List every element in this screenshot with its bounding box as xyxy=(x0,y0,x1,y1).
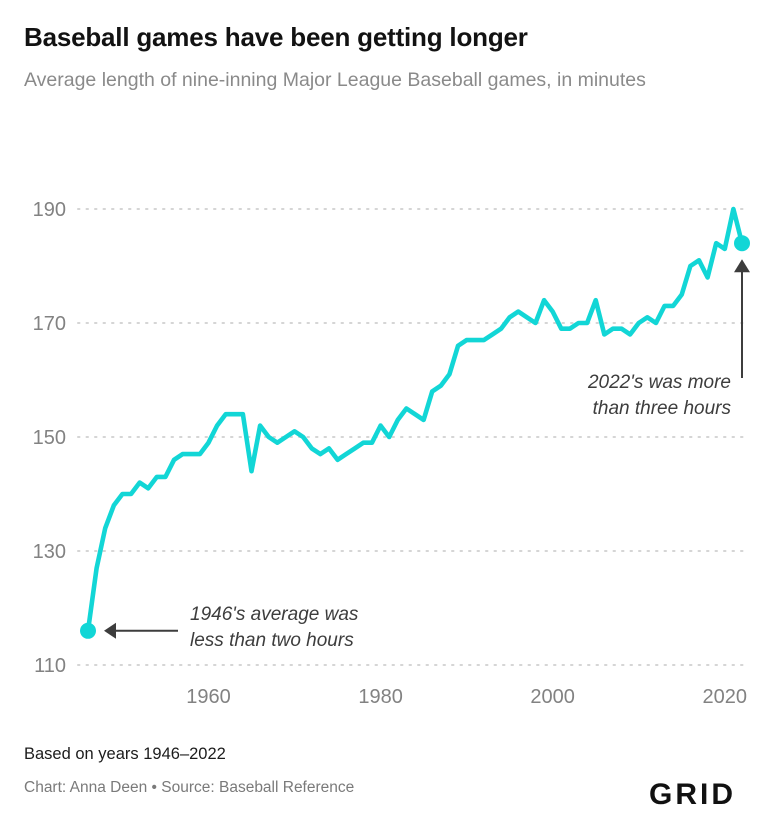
start-annotation-arrowhead xyxy=(104,622,116,639)
chart-subtitle: Average length of nine-inning Major Leag… xyxy=(24,69,646,92)
start-point-marker xyxy=(80,622,96,639)
end-annotation-line1: 2022's was more xyxy=(587,372,731,393)
x-tick-label: 1980 xyxy=(358,686,403,708)
chart-header: Baseball games have been getting longer … xyxy=(24,22,736,95)
data-series-line xyxy=(85,206,745,634)
gridlines xyxy=(77,208,747,666)
y-axis-tick-labels: 110 130 150 170 190 xyxy=(33,199,66,677)
y-tick-label: 130 xyxy=(33,541,66,563)
end-annotation: 2022's was more than three hours xyxy=(587,259,750,419)
x-axis-tick-labels: 1960 1980 2000 2020 xyxy=(186,686,747,708)
x-tick-label: 1960 xyxy=(186,686,231,708)
footnote-text: Based on years 1946–2022 xyxy=(24,745,226,763)
chart-footer: Based on years 1946–2022 Chart: Anna Dee… xyxy=(24,745,736,797)
y-tick-label: 110 xyxy=(34,655,66,677)
y-tick-label: 190 xyxy=(33,199,66,221)
start-annotation: 1946's average was less than two hours xyxy=(104,604,359,651)
end-annotation-arrowhead xyxy=(734,259,750,273)
line-chart-svg: 110 130 150 170 190 1960 1980 2000 2020 1946's … xyxy=(33,199,750,708)
grid-logo: GRID xyxy=(649,778,736,811)
start-annotation-line1: 1946's average was xyxy=(190,604,359,625)
end-annotation-line2: than three hours xyxy=(593,398,732,419)
chart-plot-area: 110 130 150 170 190 1960 1980 2000 2020 1946's … xyxy=(0,180,760,710)
start-annotation-line2: less than two hours xyxy=(190,630,354,651)
credit-text: Chart: Anna Deen • Source: Baseball Refe… xyxy=(24,778,355,796)
y-tick-label: 170 xyxy=(33,313,66,335)
x-tick-label: 2020 xyxy=(703,686,748,708)
end-point-marker xyxy=(734,235,750,252)
x-tick-label: 2000 xyxy=(530,686,575,708)
y-tick-label: 150 xyxy=(33,427,66,449)
page-title: Baseball games have been getting longer xyxy=(24,22,528,52)
